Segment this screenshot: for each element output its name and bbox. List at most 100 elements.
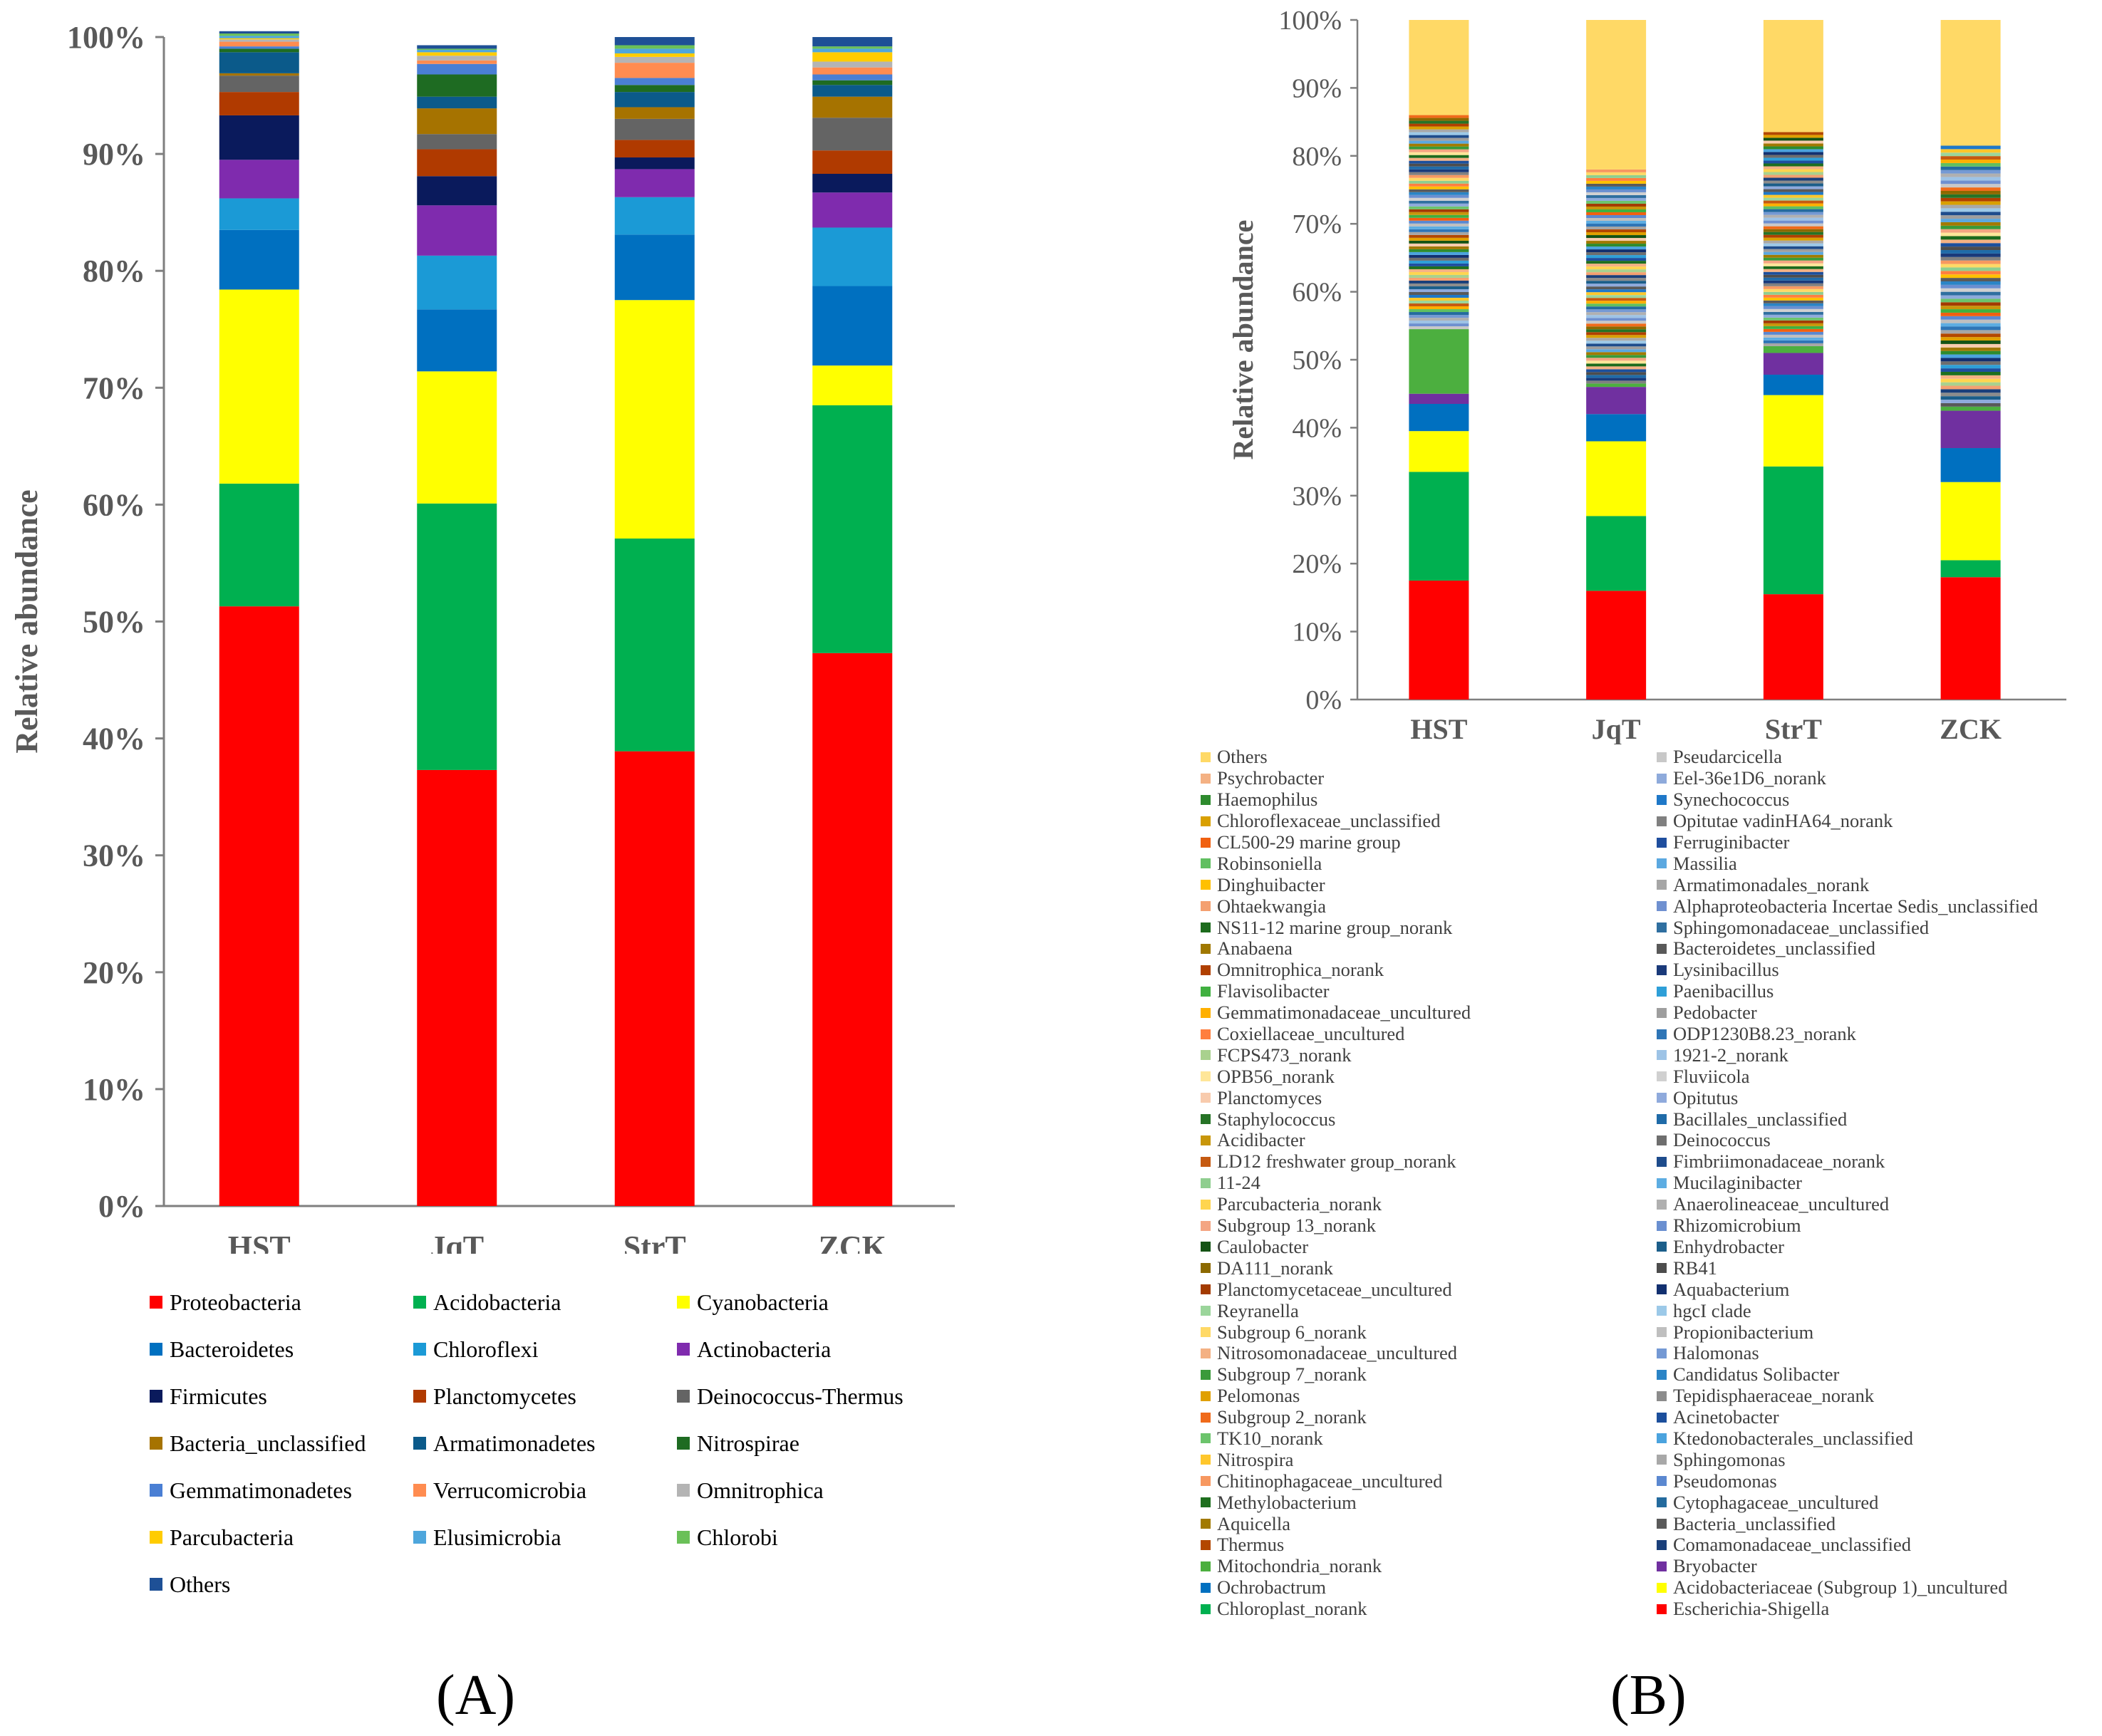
legend-label: Anaerolineaceae_uncultured bbox=[1673, 1193, 1890, 1215]
legend-swatch bbox=[1657, 1284, 1667, 1295]
bar-segment-minor bbox=[1586, 261, 1647, 264]
y-tick-label: 80% bbox=[83, 254, 145, 289]
bar-segment-minor bbox=[1940, 232, 2001, 237]
legend-item-parcubacteria: Parcubacteria bbox=[150, 1521, 413, 1554]
bar-segment-minor bbox=[1940, 326, 2001, 331]
legend-swatch bbox=[1201, 1071, 1211, 1082]
bar-segment-minor bbox=[1940, 253, 2001, 257]
legend-label: Methylobacterium bbox=[1217, 1492, 1357, 1513]
bar-segment-minor bbox=[1763, 232, 1823, 235]
bar-segment-actinobacteria bbox=[812, 192, 893, 228]
bar-segment-minor bbox=[1940, 170, 2001, 174]
legend-item-staphylococcus: Staphylococcus bbox=[1201, 1108, 1657, 1130]
bar-segment-omnitrophica bbox=[812, 61, 893, 68]
bar-segment-nitrospirae bbox=[219, 48, 299, 53]
bar-segment-bacteria-unclassified bbox=[219, 73, 299, 76]
bar-segment-minor bbox=[1763, 132, 1823, 135]
legend-swatch bbox=[1657, 1029, 1667, 1039]
legend-label: Pedobacter bbox=[1673, 1002, 1757, 1024]
bar-segment-minor bbox=[1940, 271, 2001, 275]
bar-segment-minor bbox=[1940, 225, 2001, 229]
legend-swatch bbox=[1201, 1348, 1211, 1358]
bar-segment-minor bbox=[1763, 197, 1823, 201]
bar-segment-minor bbox=[1763, 251, 1823, 255]
bar-segment-others bbox=[614, 37, 695, 46]
legend-item-omnitrophica-norank: Omnitrophica_norank bbox=[1201, 960, 1657, 981]
legend-item-acinetobacter: Acinetobacter bbox=[1657, 1407, 2102, 1428]
bar-segment-minor bbox=[1586, 366, 1647, 370]
bar-segment-minor bbox=[1763, 246, 1823, 249]
bar-segment-minor bbox=[1763, 331, 1823, 335]
legend-label: Deinococcus-Thermus bbox=[697, 1383, 904, 1409]
legend-swatch bbox=[1201, 1199, 1211, 1210]
bar-segment-minor bbox=[1586, 275, 1647, 279]
bar-segment-minor bbox=[1586, 312, 1647, 316]
legend-swatch bbox=[1657, 1263, 1667, 1274]
bar-segment-minor bbox=[1586, 318, 1647, 321]
bar-segment-minor bbox=[1940, 208, 2001, 212]
legend-label: Deinococcus bbox=[1673, 1130, 1771, 1151]
legend-swatch bbox=[1201, 1412, 1211, 1423]
legend-label: Pseudarcicella bbox=[1673, 747, 1783, 768]
legend-swatch bbox=[1201, 1582, 1211, 1593]
legend-item-opb56-norank: OPB56_norank bbox=[1201, 1066, 1657, 1087]
bar-segment-minor bbox=[1763, 177, 1823, 181]
bar-segment-bryobacter bbox=[1940, 410, 2001, 449]
bar-segment-minor bbox=[1409, 291, 1469, 295]
bar-segment-minor bbox=[1940, 166, 2001, 170]
bar-segment-minor bbox=[1940, 368, 2001, 372]
bar-segment-ochrobactrum bbox=[1409, 404, 1469, 432]
legend-item-paenibacillus: Paenibacillus bbox=[1657, 981, 2102, 1002]
bar-segment-minor bbox=[1409, 175, 1469, 178]
bar-segment-minor bbox=[1940, 365, 2001, 369]
bar-segment-firmicutes bbox=[614, 157, 695, 170]
bar-segment-minor bbox=[1940, 347, 2001, 351]
bar-segment-minor bbox=[1409, 180, 1469, 184]
legend-item-nitrospira: Nitrospira bbox=[1201, 1449, 1657, 1470]
legend-swatch bbox=[413, 1484, 426, 1497]
bar-segment-minor bbox=[1763, 320, 1823, 323]
bar-segment-minor bbox=[1586, 224, 1647, 227]
bar-segment-minor bbox=[1940, 197, 2001, 202]
bar-segment-minor bbox=[1763, 223, 1823, 227]
bar-segment-minor bbox=[1940, 160, 2001, 163]
legend-swatch bbox=[1657, 1582, 1667, 1593]
legend-item-deinococcus-thermus: Deinococcus-Thermus bbox=[677, 1380, 962, 1413]
bar-segment-minor bbox=[1586, 238, 1647, 241]
legend-label: Others bbox=[1217, 747, 1268, 768]
legend-swatch bbox=[1201, 1284, 1211, 1295]
legend-swatch bbox=[1657, 1326, 1667, 1337]
bar-segment-minor bbox=[1586, 212, 1647, 215]
y-tick-label: 90% bbox=[1292, 73, 1342, 103]
legend-swatch bbox=[1201, 1220, 1211, 1231]
y-tick-label: 60% bbox=[1292, 278, 1342, 308]
legend-swatch bbox=[413, 1343, 426, 1356]
bar-segment-mitochondria-norank bbox=[1409, 329, 1469, 394]
bar-segment-minor bbox=[1586, 194, 1647, 198]
y-tick-label: 10% bbox=[1292, 618, 1342, 648]
y-tick-label: 10% bbox=[83, 1072, 145, 1107]
bar-segment-minor bbox=[1409, 152, 1469, 155]
y-tick-label: 50% bbox=[83, 605, 145, 640]
bar-segment-bryobacter bbox=[1763, 353, 1823, 375]
bar-segment-armatimonadetes bbox=[614, 92, 695, 108]
bar-segment-minor bbox=[1763, 277, 1823, 281]
bar-segment-minor bbox=[1763, 334, 1823, 338]
bar-segment-others bbox=[1586, 20, 1647, 170]
bar-segment-minor bbox=[1586, 227, 1647, 230]
legend-label: Elusimicrobia bbox=[433, 1524, 561, 1550]
legend-swatch bbox=[1201, 1455, 1211, 1465]
bar-segment-minor bbox=[1586, 341, 1647, 344]
legend-swatch bbox=[1657, 965, 1667, 975]
legend-item-anabaena: Anabaena bbox=[1201, 938, 1657, 960]
legend-item-coxiellaceae-uncultured: Coxiellaceae_uncultured bbox=[1201, 1024, 1657, 1045]
bar-segment-minor bbox=[1763, 286, 1823, 289]
legend-item-alphaproteobacteria-incertae-sedis-unclassified: Alphaproteobacteria Incertae Sedis_uncla… bbox=[1657, 895, 2102, 917]
bar-segment-minor bbox=[1409, 214, 1469, 218]
bar-segment-minor bbox=[1763, 260, 1823, 264]
legend-item-armatimonadetes: Armatimonadetes bbox=[413, 1427, 677, 1460]
legend-label: Eel-36e1D6_norank bbox=[1673, 767, 1826, 789]
legend-label: Armatimonadetes bbox=[433, 1430, 596, 1456]
legend-item-candidatus-solibacter: Candidatus Solibacter bbox=[1657, 1364, 2102, 1386]
bar-segment-omnitrophica bbox=[417, 56, 497, 61]
